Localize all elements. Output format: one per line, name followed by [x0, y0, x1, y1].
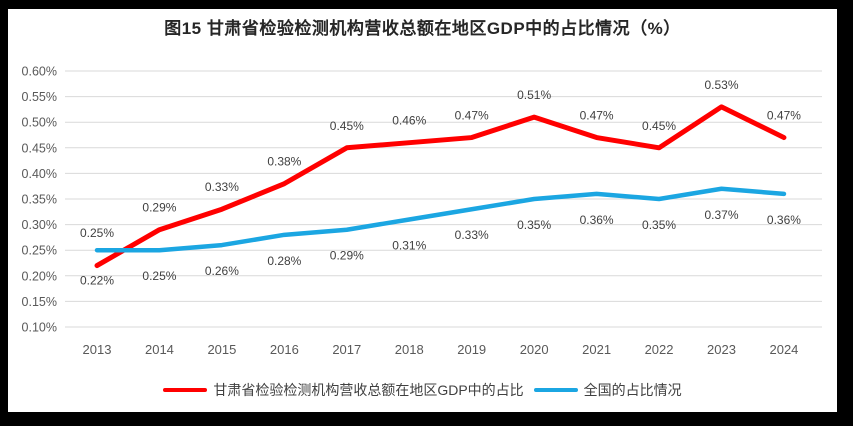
- legend-line-blue-icon: [533, 388, 578, 392]
- data-label-national: 0.25%: [142, 269, 176, 283]
- data-label-national: 0.26%: [205, 264, 239, 278]
- x-axis-tick-label: 2020: [520, 342, 549, 357]
- x-axis-tick-label: 2013: [83, 342, 112, 357]
- data-label-gansu: 0.22%: [80, 274, 114, 288]
- y-axis-tick-label: 0.60%: [22, 65, 57, 79]
- data-label-national: 0.31%: [392, 238, 426, 252]
- x-axis-tick-label: 2017: [332, 342, 361, 357]
- y-axis-tick-label: 0.30%: [22, 218, 57, 232]
- legend-label-national: 全国的占比情况: [583, 382, 682, 398]
- data-label-gansu: 0.29%: [142, 201, 176, 215]
- data-label-national: 0.33%: [455, 228, 489, 242]
- chart-title: 图15 甘肃省检验检测机构营收总额在地区GDP中的占比情况（%）: [164, 19, 681, 38]
- x-axis-tick-label: 2018: [395, 342, 424, 357]
- legend: 甘肃省检验检测机构营收总额在地区GDP中的占比 全国的占比情况: [8, 379, 837, 401]
- data-label-national: 0.36%: [580, 213, 614, 227]
- data-label-gansu: 0.45%: [330, 119, 364, 133]
- data-label-gansu: 0.45%: [642, 119, 676, 133]
- y-axis-tick-label: 0.35%: [22, 193, 57, 207]
- legend-item-national: 全国的占比情况: [533, 380, 682, 400]
- x-axis-tick-label: 2022: [645, 342, 674, 357]
- data-label-national: 0.29%: [330, 249, 364, 263]
- x-axis-tick-label: 2021: [582, 342, 611, 357]
- x-axis-tick-label: 2019: [457, 342, 486, 357]
- y-axis-tick-label: 0.10%: [22, 321, 57, 335]
- data-label-gansu: 0.33%: [205, 180, 239, 194]
- y-axis-tick-label: 0.25%: [22, 244, 57, 258]
- data-label-gansu: 0.47%: [767, 109, 801, 123]
- legend-label-gansu: 甘肃省检验检测机构营收总额在地区GDP中的占比: [213, 382, 524, 398]
- data-label-gansu: 0.47%: [455, 109, 489, 123]
- data-label-gansu: 0.51%: [517, 88, 551, 102]
- legend-item-gansu: 甘肃省检验检测机构营收总额在地区GDP中的占比: [163, 380, 524, 400]
- data-label-national: 0.36%: [767, 213, 801, 227]
- x-axis-tick-label: 2015: [207, 342, 236, 357]
- plot-area: 0.10% 0.15% 0.20% 0.25% 0.30% 0.35% 0.40% 0.45%…: [22, 65, 822, 357]
- series-line-gansu: [94, 104, 787, 269]
- x-axis-tick-label: 2024: [769, 342, 798, 357]
- y-axis-tick-label: 0.55%: [22, 90, 57, 104]
- y-axis-tick-label: 0.15%: [22, 295, 57, 309]
- data-label-national: 0.35%: [517, 218, 551, 232]
- series-line-national: [94, 186, 787, 253]
- legend-line-red-icon: [163, 388, 208, 392]
- data-label-national: 0.28%: [267, 254, 301, 268]
- data-label-national: 0.37%: [704, 208, 738, 222]
- data-label-gansu: 0.38%: [267, 155, 301, 169]
- y-axis-tick-label: 0.40%: [22, 167, 57, 181]
- x-axis-tick-label: 2014: [145, 342, 174, 357]
- data-label-gansu: 0.53%: [704, 78, 738, 92]
- y-axis-tick-label: 0.45%: [22, 141, 57, 155]
- chart-area: 图15 甘肃省检验检测机构营收总额在地区GDP中的占比情况（%） 0.10% 0.…: [8, 9, 837, 412]
- y-axis-tick-label: 0.50%: [22, 116, 57, 130]
- x-axis-tick-label: 2016: [270, 342, 299, 357]
- x-axis-tick-label: 2023: [707, 342, 736, 357]
- y-axis-tick-label: 0.20%: [22, 269, 57, 283]
- data-label-gansu: 0.47%: [580, 109, 614, 123]
- data-label-national: 0.25%: [80, 226, 114, 240]
- data-label-national: 0.35%: [642, 218, 676, 232]
- data-label-gansu: 0.46%: [392, 114, 426, 128]
